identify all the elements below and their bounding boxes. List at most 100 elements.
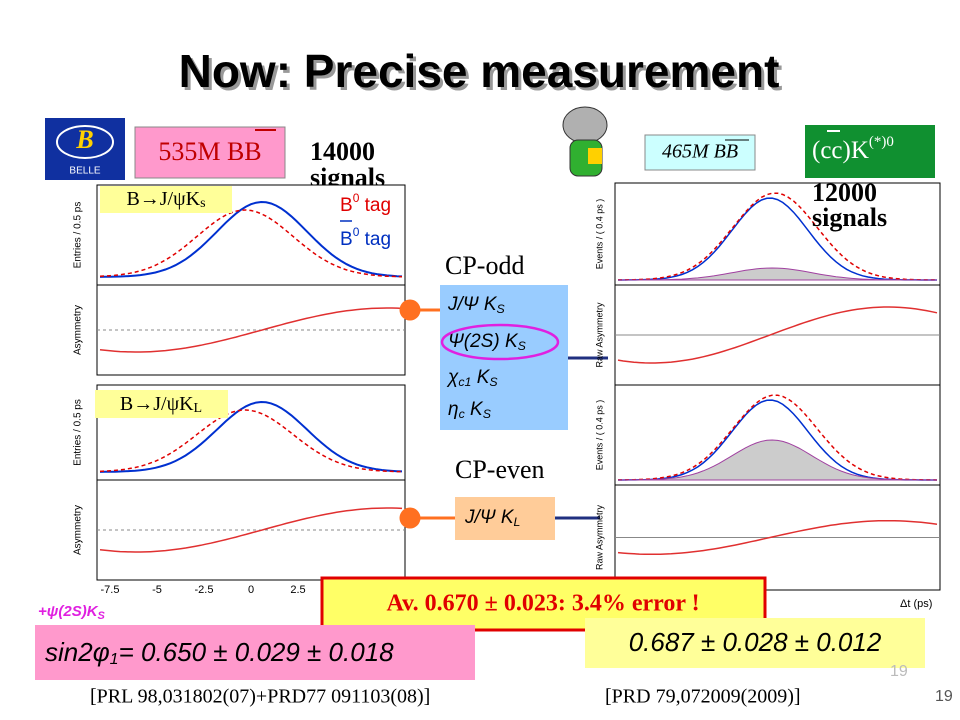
x-tick-label: -2.5 xyxy=(195,584,214,596)
tag-sup: 0 xyxy=(353,225,360,239)
x-tick-label: 2.5 xyxy=(290,584,305,596)
result-box xyxy=(35,625,475,680)
x-tick-label: -5 xyxy=(152,584,162,596)
even-box xyxy=(455,497,555,540)
even-list: J/Ψ KL xyxy=(464,507,520,529)
channel-box xyxy=(805,125,935,178)
x-tick-label: -7.5 xyxy=(101,584,120,596)
tag-sup: 0 xyxy=(353,191,360,205)
logo-ring xyxy=(56,125,114,159)
decay-text: B→J/ψK xyxy=(120,393,194,415)
fit-curve xyxy=(617,306,938,364)
tag-legend: B0 tag xyxy=(340,191,391,216)
mode-sub: S xyxy=(483,407,492,421)
result-pre: sin2φ xyxy=(45,637,110,667)
fit-curve xyxy=(617,519,938,556)
logo-letter: B xyxy=(75,125,93,154)
decay-label: B→J/ψKL xyxy=(120,393,202,417)
mode-sub: S xyxy=(518,339,527,353)
result-box xyxy=(585,618,925,668)
mode-sub: S xyxy=(489,375,498,389)
signals: signals xyxy=(812,203,887,232)
mode-post: K xyxy=(471,367,490,388)
background xyxy=(618,439,937,481)
decay-text: B→J/ψK xyxy=(126,188,200,210)
y-axis-label: Entries / 0.5 ps xyxy=(73,202,84,269)
mode: ηc KS xyxy=(448,399,492,421)
mode-sub: L xyxy=(514,515,521,529)
y-axis-label: Asymmetry xyxy=(73,305,84,355)
x-axis-label: Δt (ps) xyxy=(900,598,932,610)
title-shadow: Now: Precise measurement xyxy=(182,48,783,100)
signals: 14000 xyxy=(310,137,375,166)
fit-curve xyxy=(99,209,403,278)
mode: J/Ψ KS xyxy=(447,294,506,316)
signals: 12000 xyxy=(812,178,877,207)
y-axis-label: Events / ( 0.4 ps ) xyxy=(594,199,604,270)
mode-text: J/Ψ K xyxy=(464,507,515,528)
tag-legend: B0 tag xyxy=(340,225,391,250)
highlight xyxy=(440,323,560,361)
decay-sub: s xyxy=(200,196,205,211)
mode-text: η xyxy=(448,399,459,420)
result-post: = 0.650 ± 0.029 ± 0.018 xyxy=(119,637,395,667)
plot-frame xyxy=(96,479,406,581)
x-tick-label: 0 xyxy=(248,584,254,596)
cp-even: CP-even xyxy=(455,455,545,484)
decay-box xyxy=(100,186,232,213)
extra-sub: S xyxy=(98,610,106,622)
decay-sub: L xyxy=(194,401,203,416)
fit-curve xyxy=(99,507,403,553)
reference: [PRL 98,031802(07)+PRD77 091103(08)] xyxy=(90,686,430,708)
y-axis-label: Raw Asymmetry xyxy=(594,504,604,570)
mode: J/Ψ KL xyxy=(464,507,520,529)
tag-b: B xyxy=(340,195,353,216)
y-axis-label: Events / ( 0.4 ps ) xyxy=(594,400,604,471)
logo-box xyxy=(45,118,125,180)
mode: χc1 KS xyxy=(446,367,498,389)
cp-odd: CP-odd xyxy=(445,251,524,280)
luminosity: 465M BB xyxy=(662,141,738,163)
fit-curve xyxy=(99,307,403,353)
luminosity: 535M BB xyxy=(158,137,261,166)
channel-sup: (*)0 xyxy=(869,134,894,150)
fit-curve xyxy=(618,192,937,281)
reference: [PRD 79,072009(2009)] xyxy=(605,686,801,708)
right-plots: Events / ( 0.4 ps ) Raw Asymmetry Events /… xyxy=(594,182,941,610)
mode-text: J/Ψ K xyxy=(447,294,498,315)
mode-sub: S xyxy=(497,302,506,316)
y-axis-label: Entries / 0.5 ps xyxy=(73,399,84,466)
mode-sub: c1 xyxy=(458,375,471,389)
average: Av. 0.670 ± 0.023: 3.4% error ! xyxy=(386,591,699,617)
tag-rest: tag xyxy=(359,229,391,250)
result-sub: 1 xyxy=(110,651,119,668)
result: 0.687 ± 0.028 ± 0.012 xyxy=(629,627,882,657)
y-axis-label: Raw Asymmetry xyxy=(594,302,604,368)
luminosity-box xyxy=(644,134,756,171)
babar-icon xyxy=(562,106,608,177)
extra-mode: +ψ(2S)KS xyxy=(38,603,106,622)
extra-text: +ψ(2S)K xyxy=(38,603,99,620)
channel: (cc)K(*)0 xyxy=(812,134,894,163)
fit-curve xyxy=(618,197,937,281)
channel-text: (cc)K xyxy=(812,137,869,164)
mode-sub: c xyxy=(459,407,466,421)
logo-text: BELLE xyxy=(69,166,100,177)
y-axis-label: Asymmetry xyxy=(73,505,84,555)
fit-curve xyxy=(99,409,403,473)
fit-curve xyxy=(99,400,403,473)
decay-box xyxy=(95,390,228,418)
mode-text: Ψ(2S) K xyxy=(448,331,519,352)
page-number-ghost: 19 xyxy=(890,663,908,680)
fit-curve xyxy=(99,200,403,278)
result: sin2φ1= 0.650 ± 0.029 ± 0.018 xyxy=(45,637,394,668)
decay-label: B→J/ψKs xyxy=(126,188,205,212)
mode: Ψ(2S) KS xyxy=(448,331,527,353)
mode-text: χ xyxy=(446,367,459,388)
luminosity-box xyxy=(134,126,286,179)
mode-post: K xyxy=(465,399,484,420)
title: Now: Precise measurement xyxy=(179,45,780,97)
plot-frame xyxy=(96,284,406,376)
